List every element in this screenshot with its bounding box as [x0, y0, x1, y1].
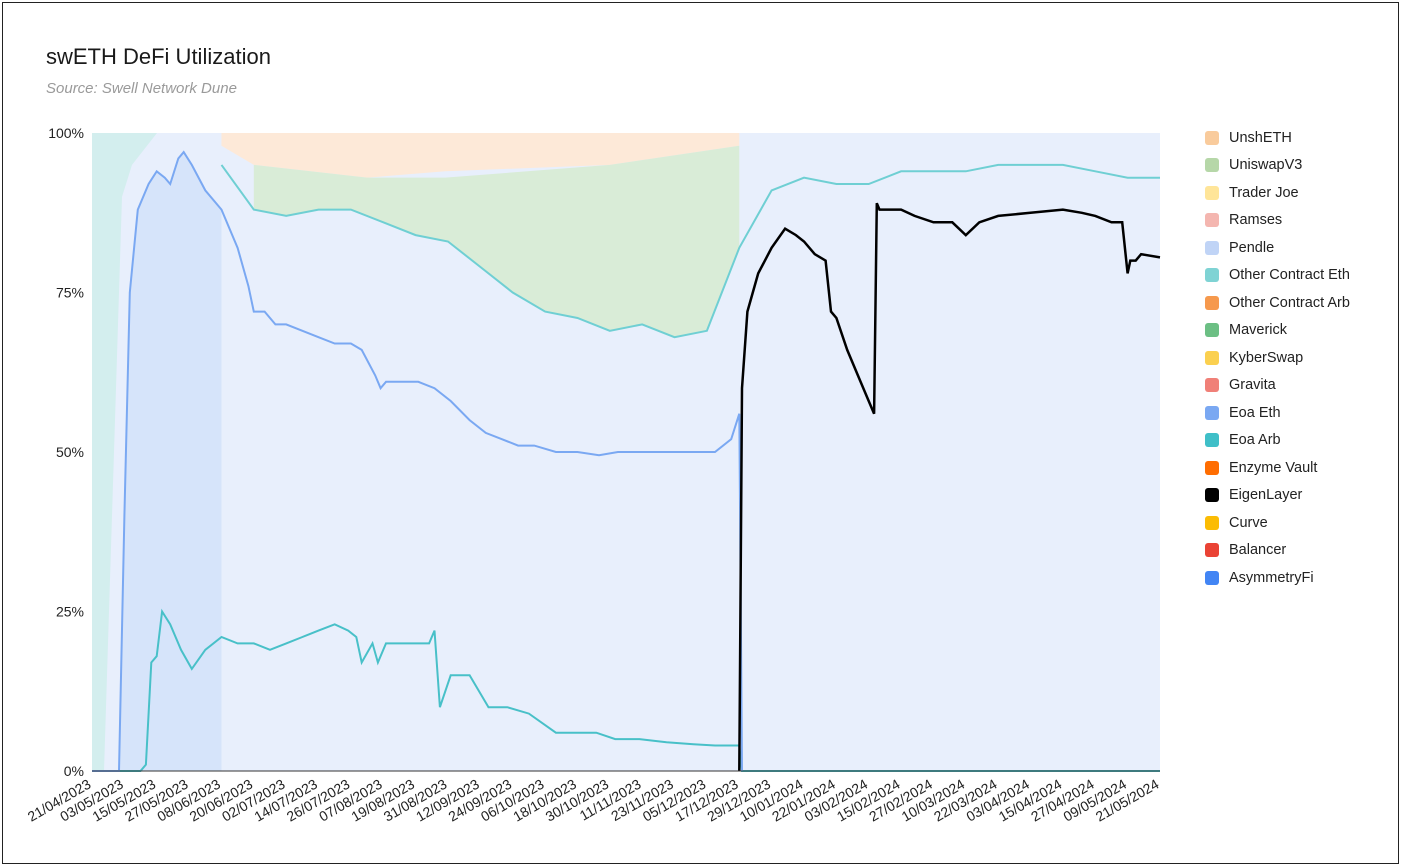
line-series-2	[738, 202, 1161, 772]
legend-item: Curve	[1205, 509, 1395, 537]
legend-item: Trader Joe	[1205, 179, 1395, 207]
legend-item: Other Contract Eth	[1205, 262, 1395, 290]
legend-swatch	[1205, 158, 1219, 173]
line-series-0	[92, 608, 1160, 772]
legend-swatch	[1205, 350, 1219, 365]
legend-label: Gravita	[1229, 377, 1276, 394]
legend-item: Ramses	[1205, 207, 1395, 235]
legend-item: Eoa Arb	[1205, 427, 1395, 455]
legend-label: Curve	[1229, 514, 1268, 531]
legend-swatch	[1205, 433, 1219, 448]
legend-label: AsymmetryFi	[1229, 569, 1314, 586]
legend-swatch	[1205, 488, 1219, 503]
legend-item: Eoa Eth	[1205, 399, 1395, 427]
legend-label: Enzyme Vault	[1229, 459, 1318, 476]
line-series-3	[220, 163, 1160, 339]
area-unsheth-band	[221, 133, 740, 178]
legend-label: EigenLayer	[1229, 487, 1303, 504]
legend-item: Maverick	[1205, 317, 1395, 345]
legend-item: AsymmetryFi	[1205, 564, 1395, 592]
legend-label: Eoa Arb	[1229, 432, 1281, 449]
y-tick-label: 75%	[56, 285, 84, 301]
chart-subtitle: Source: Swell Network Dune	[46, 80, 237, 97]
area-series-3	[221, 164, 1160, 771]
legend-swatch	[1205, 515, 1219, 530]
legend-item: Other Contract Arb	[1205, 289, 1395, 317]
chart-areas	[92, 133, 1161, 772]
legend-swatch	[1205, 130, 1219, 145]
legend-item: Gravita	[1205, 372, 1395, 400]
legend-swatch	[1205, 570, 1219, 585]
legend: UnshETH UniswapV3 Trader Joe Ramses Pendle Ot…	[1205, 124, 1395, 592]
legend-swatch	[1205, 295, 1219, 310]
legend-label: Other Contract Arb	[1229, 294, 1350, 311]
legend-swatch	[1205, 543, 1219, 558]
legend-item: UnshETH	[1205, 124, 1395, 152]
legend-item: Balancer	[1205, 537, 1395, 565]
legend-item: KyberSwap	[1205, 344, 1395, 372]
legend-label: UnshETH	[1229, 129, 1292, 146]
legend-swatch	[1205, 323, 1219, 338]
legend-label: Other Contract Eth	[1229, 267, 1350, 284]
legend-label: Maverick	[1229, 322, 1288, 339]
legend-item: Pendle	[1205, 234, 1395, 262]
chart-title: swETH DeFi Utilization	[46, 44, 271, 69]
legend-label: UniswapV3	[1229, 157, 1303, 174]
y-tick-label: 0%	[64, 763, 84, 779]
line-series-1	[92, 150, 743, 772]
x-axis-ticks: 21/04/202303/05/202315/05/202327/05/2023…	[25, 776, 1162, 825]
legend-label: Ramses	[1229, 212, 1283, 229]
legend-swatch	[1205, 460, 1219, 475]
legend-label: Eoa Eth	[1229, 404, 1281, 421]
legend-swatch	[1205, 240, 1219, 255]
area-early-teal	[92, 133, 157, 771]
legend-item: EigenLayer	[1205, 482, 1395, 510]
legend-item: Enzyme Vault	[1205, 454, 1395, 482]
y-tick-label: 25%	[56, 604, 84, 620]
legend-swatch	[1205, 213, 1219, 228]
legend-label: Balancer	[1229, 542, 1287, 559]
legend-label: Pendle	[1229, 239, 1275, 256]
area-uniswapv3	[253, 145, 740, 363]
y-tick-label: 50%	[56, 444, 84, 460]
y-tick-label: 100%	[48, 125, 84, 141]
legend-swatch	[1205, 378, 1219, 393]
legend-item: UniswapV3	[1205, 152, 1395, 180]
legend-label: KyberSwap	[1229, 349, 1304, 366]
legend-swatch	[1205, 268, 1219, 283]
legend-swatch	[1205, 405, 1219, 420]
legend-swatch	[1205, 185, 1219, 200]
y-axis-ticks: 0% 25% 50% 75% 100%	[48, 125, 84, 779]
legend-label: Trader Joe	[1229, 184, 1299, 201]
